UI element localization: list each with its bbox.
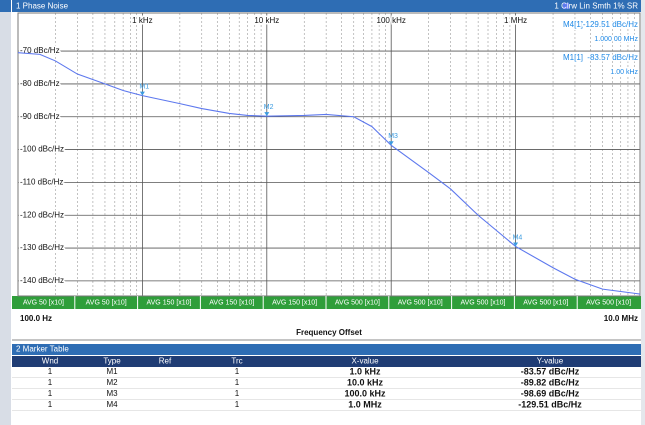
x-axis-label: Frequency Offset — [296, 328, 362, 337]
avg-label: AVG 150 [x10] — [209, 299, 254, 306]
plot: -70 dBc/Hz-80 dBc/Hz-90 dBc/Hz-100 dBc/H… — [17, 12, 641, 309]
table-title: 2 Marker Table — [16, 345, 69, 354]
avg-label: AVG 150 [x10] — [272, 299, 317, 306]
table-column-header: Ref — [159, 357, 172, 366]
table-cell: -89.82 dBc/Hz — [521, 377, 580, 387]
marker-info-value: -129.51 dBc/Hz — [583, 20, 638, 29]
table-cell: M1 — [106, 367, 118, 376]
marker-info-value: -83.57 dBc/Hz — [587, 53, 638, 62]
table-cell: 1 — [48, 367, 53, 376]
title-bar — [12, 0, 641, 12]
marker — [264, 112, 270, 117]
marker — [388, 141, 394, 146]
x-tick-label: 1 MHz — [504, 16, 527, 25]
side-window-bar — [0, 0, 11, 12]
trace-info: 1 Clrw Lin Smth 1% SR — [554, 2, 638, 11]
table-cell: 1 — [235, 367, 240, 376]
y-tick-label: -130 dBc/Hz — [20, 243, 64, 252]
trace-icon — [563, 3, 569, 9]
table-cell: 1 — [235, 389, 240, 398]
marker — [513, 242, 519, 247]
window-title: 1 Phase Noise — [16, 2, 69, 11]
table-cell: M2 — [106, 378, 118, 387]
table-cell: 100.0 kHz — [344, 388, 386, 398]
y-tick-label: -80 dBc/Hz — [20, 79, 60, 88]
table-cell: 1.0 kHz — [349, 366, 381, 376]
table-cell: -98.69 dBc/Hz — [521, 388, 580, 398]
side-window — [641, 0, 645, 425]
avg-label: AVG 500 [x10] — [586, 299, 631, 306]
table-cell: M3 — [106, 389, 118, 398]
marker — [139, 91, 145, 96]
avg-label: AVG 500 [x10] — [398, 299, 443, 306]
x-tick-label: 10 kHz — [254, 16, 279, 25]
marker-info-name: M1[1] — [563, 53, 583, 62]
table-cell: 10.0 kHz — [347, 377, 384, 387]
marker-info-freq: 1.000 00 MHz — [594, 36, 638, 43]
table-title-bar — [12, 344, 641, 355]
table-cell: -129.51 dBc/Hz — [518, 399, 582, 409]
table-cell: 1 — [48, 378, 53, 387]
table-cell: 1 — [235, 378, 240, 387]
table-column-header: Type — [103, 357, 121, 366]
avg-label: AVG 500 [x10] — [460, 299, 505, 306]
avg-label: AVG 500 [x10] — [335, 299, 380, 306]
table-cell: 1.0 MHz — [348, 399, 382, 409]
marker-label: M3 — [388, 133, 398, 140]
y-tick-label: -120 dBc/Hz — [20, 210, 64, 219]
table-cell: 1 — [48, 389, 53, 398]
y-tick-label: -90 dBc/Hz — [20, 112, 60, 121]
table-column-header: Trc — [231, 357, 242, 366]
x-start-label: 100.0 Hz — [20, 314, 52, 323]
avg-label: AVG 50 [x10] — [86, 299, 127, 306]
y-tick-label: -110 dBc/Hz — [20, 178, 63, 187]
side-window — [0, 0, 11, 425]
marker-info-name: M4[1] — [563, 20, 583, 29]
table-cell: 1 — [235, 400, 240, 409]
plot-frame — [17, 12, 641, 297]
x-tick-label: 1 kHz — [132, 16, 152, 25]
marker-label: M2 — [264, 104, 274, 111]
table-column-header: X-value — [351, 357, 379, 366]
table-column-header: Y-value — [537, 357, 564, 366]
marker-label: M4 — [513, 234, 523, 241]
table-cell: M4 — [106, 400, 118, 409]
table-cell: -83.57 dBc/Hz — [521, 366, 580, 376]
trace-line — [17, 52, 641, 295]
marker-table: Wnd Type Ref Trc X-value Y-value 1 M1 1 1.0 kHz -8… — [12, 357, 641, 411]
avg-label: AVG 50 [x10] — [23, 299, 64, 306]
table-header — [12, 356, 641, 367]
y-tick-label: -100 dBc/Hz — [20, 145, 64, 154]
marker-info-freq: 1.00 kHz — [610, 69, 638, 76]
avg-label: AVG 500 [x10] — [523, 299, 568, 306]
table-column-header: Wnd — [42, 357, 58, 366]
marker-label: M1 — [139, 83, 149, 90]
x-tick-label: 100 kHz — [377, 16, 406, 25]
avg-label: AVG 150 [x10] — [146, 299, 191, 306]
y-tick-label: -140 dBc/Hz — [20, 276, 64, 285]
table-cell: 1 — [48, 400, 53, 409]
x-stop-label: 10.0 MHz — [604, 314, 638, 323]
